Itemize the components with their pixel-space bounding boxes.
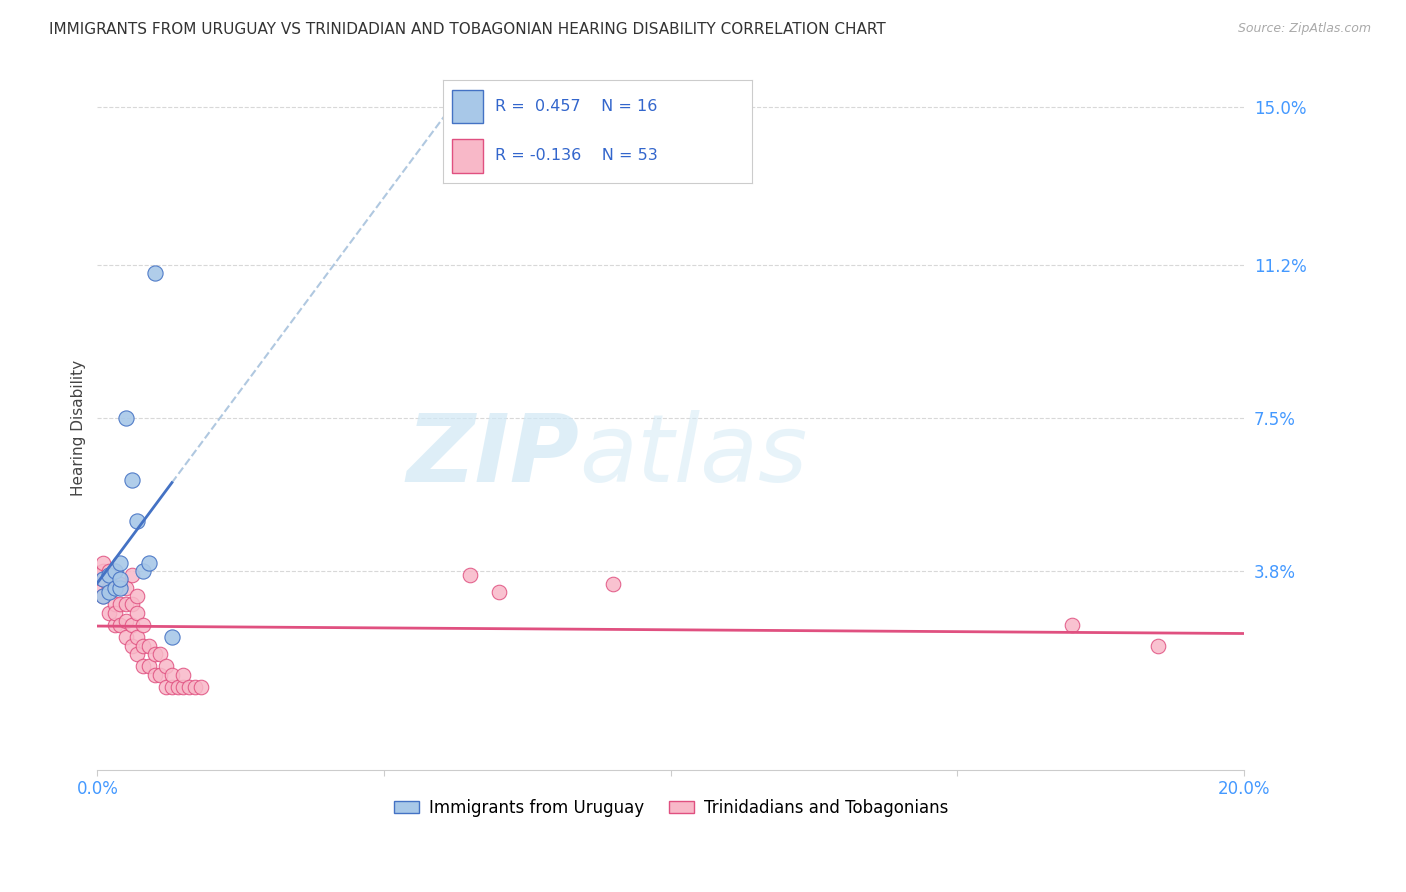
Point: [132, 564, 155, 578]
Point: [86, 584, 108, 599]
Point: [103, 597, 125, 611]
Point: [103, 581, 125, 595]
Point: [132, 659, 155, 673]
Point: [91, 564, 114, 578]
Point: [172, 667, 194, 681]
Bar: [453, 139, 484, 173]
Point: [103, 606, 125, 620]
Point: [602, 576, 624, 591]
Point: [121, 639, 143, 653]
Point: [121, 568, 143, 582]
Point: [132, 618, 155, 632]
Text: IMMIGRANTS FROM URUGUAY VS TRINIDADIAN AND TOBAGONIAN HEARING DISABILITY CORRELA: IMMIGRANTS FROM URUGUAY VS TRINIDADIAN A…: [49, 22, 886, 37]
Point: [103, 581, 125, 595]
Point: [91, 589, 114, 603]
Point: [115, 631, 138, 645]
Point: [143, 647, 166, 661]
Point: [103, 564, 125, 578]
Point: [160, 680, 183, 694]
Point: [115, 614, 138, 628]
Point: [103, 564, 125, 578]
Point: [458, 568, 481, 582]
Point: [143, 667, 166, 681]
Point: [127, 631, 149, 645]
Point: [115, 597, 138, 611]
Point: [138, 639, 160, 653]
Point: [184, 680, 207, 694]
Point: [127, 515, 149, 529]
Text: atlas: atlas: [579, 410, 807, 501]
Point: [91, 573, 114, 587]
Bar: [453, 89, 484, 123]
Point: [172, 680, 194, 694]
Point: [166, 680, 188, 694]
Point: [91, 556, 114, 570]
Point: [121, 597, 143, 611]
Point: [132, 639, 155, 653]
Point: [149, 667, 172, 681]
Point: [149, 647, 172, 661]
Point: [91, 573, 114, 587]
Text: Source: ZipAtlas.com: Source: ZipAtlas.com: [1237, 22, 1371, 36]
Point: [97, 584, 120, 599]
Text: ZIP: ZIP: [406, 409, 579, 501]
Point: [103, 618, 125, 632]
Point: [97, 568, 120, 582]
Point: [121, 473, 143, 487]
Point: [138, 659, 160, 673]
Point: [97, 581, 120, 595]
Point: [155, 659, 177, 673]
Point: [190, 680, 212, 694]
Point: [160, 631, 183, 645]
Point: [110, 573, 132, 587]
Point: [110, 581, 132, 595]
Point: [177, 680, 200, 694]
Text: R =  0.457    N = 16: R = 0.457 N = 16: [495, 99, 658, 114]
Point: [138, 556, 160, 570]
Point: [1062, 618, 1084, 632]
Point: [91, 589, 114, 603]
Point: [160, 667, 183, 681]
Legend: Immigrants from Uruguay, Trinidadians and Tobagonians: Immigrants from Uruguay, Trinidadians an…: [387, 792, 955, 823]
Point: [97, 564, 120, 578]
Point: [127, 606, 149, 620]
Point: [488, 584, 510, 599]
Point: [115, 410, 138, 425]
Point: [86, 568, 108, 582]
Point: [127, 647, 149, 661]
Point: [110, 618, 132, 632]
Y-axis label: Hearing Disability: Hearing Disability: [72, 360, 86, 496]
Point: [121, 618, 143, 632]
Point: [110, 597, 132, 611]
Point: [1147, 639, 1170, 653]
Text: R = -0.136    N = 53: R = -0.136 N = 53: [495, 148, 658, 163]
Point: [97, 606, 120, 620]
Point: [143, 266, 166, 280]
Point: [127, 589, 149, 603]
Point: [115, 581, 138, 595]
Point: [110, 556, 132, 570]
Point: [110, 576, 132, 591]
Point: [155, 680, 177, 694]
